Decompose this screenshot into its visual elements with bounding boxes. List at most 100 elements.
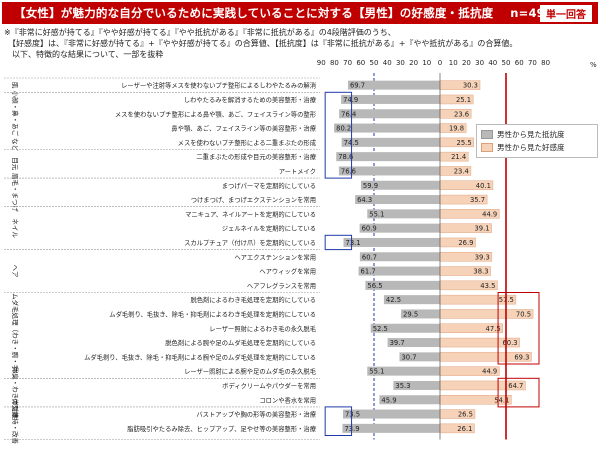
- bar-resistance: [338, 166, 440, 176]
- bar-resistance: [336, 152, 440, 162]
- category-label: レーザー照射によるわき毛の永久脱毛: [209, 324, 316, 333]
- data-label-favorability: 47.5: [486, 325, 501, 333]
- category-label: 脱色剤によるわき毛処理を定期的にしている: [190, 295, 316, 304]
- group-label: 目元: [11, 157, 19, 171]
- category-label: 二重まぶたの形成や目元の美容整形・治療: [196, 152, 316, 161]
- data-label-resistance: 76.6: [341, 167, 356, 175]
- data-label-favorability: 19.8: [449, 125, 464, 133]
- group-label: 小顔・鼻・あご など: [11, 91, 20, 152]
- data-label-resistance: 35.3: [395, 382, 410, 390]
- category-label: ヘアエクステンションを常用: [234, 252, 316, 261]
- axis-tick-label: 40: [488, 59, 497, 67]
- axis-tick-label: 30: [396, 59, 405, 67]
- data-label-favorability: 21.4: [451, 153, 466, 161]
- data-label-favorability: 23.6: [454, 110, 469, 118]
- chart-notes: ※『非常に好感が持てる』『やや好感が持てる』『やや抵抗がある』『非常に抵抗がある…: [4, 27, 596, 60]
- group-label: ムダ毛処理（わき・腕・手）: [11, 293, 20, 378]
- axis-tick-label: 10: [422, 59, 431, 67]
- chart-legend: 男性から見た抵抗度 男性から見た好感度: [476, 124, 598, 158]
- bar-resistance: [367, 209, 440, 219]
- data-label-resistance: 39.7: [390, 339, 405, 347]
- data-label-favorability: 26.9: [458, 239, 473, 247]
- data-label-resistance: 80.2: [336, 125, 351, 133]
- bar-resistance: [383, 295, 440, 305]
- category-label: まつげパーマを定期的にしている: [222, 181, 316, 190]
- bar-resistance: [367, 366, 440, 376]
- data-label-favorability: 25.5: [457, 139, 472, 147]
- group-label: ネイル: [11, 218, 19, 238]
- note-line: 以下、特徴的な結果について、一部を抜粋: [4, 50, 164, 59]
- category-label: しわやたるみを解消するための美容整形・治療: [184, 95, 317, 104]
- answer-type-badge: 単一回答: [540, 5, 592, 22]
- bar-resistance: [342, 423, 440, 433]
- group-label: ヘア: [11, 265, 19, 279]
- axis-tick-label: 0: [438, 59, 442, 67]
- axis-tick-label: 70: [528, 59, 537, 67]
- bar-resistance: [359, 252, 440, 262]
- data-label-resistance: 55.1: [369, 210, 384, 218]
- data-label-resistance: 78.6: [338, 153, 353, 161]
- bar-resistance: [360, 180, 440, 190]
- highlight-box-resistance: [324, 406, 353, 436]
- bar-resistance: [387, 338, 440, 348]
- axis-tick-label: 50: [502, 59, 511, 67]
- data-label-favorability: 25.1: [456, 96, 471, 104]
- data-label-favorability: 43.5: [480, 282, 495, 290]
- category-label: マニキュア、ネイルアートを定期的にしている: [185, 209, 316, 218]
- bar-resistance: [339, 109, 440, 119]
- data-label-favorability: 39.3: [475, 253, 490, 261]
- category-label: ムダ毛剃り、毛抜き、除毛・抑毛剤によるわき毛処理を定期的にしている: [109, 309, 316, 318]
- legend-label: 男性から見た抵抗度: [497, 130, 565, 139]
- axis-tick-label: 10: [449, 59, 458, 67]
- data-label-resistance: 45.9: [381, 396, 396, 404]
- legend-item-favorability: 男性から見た好感度: [481, 141, 593, 154]
- category-label: レーザー照射による腕や足のムダ毛の永久脱毛: [184, 367, 317, 376]
- axis-tick-label: 70: [343, 59, 352, 67]
- axis-tick-label: 80: [330, 59, 339, 67]
- bar-resistance: [343, 237, 440, 247]
- data-label-resistance: 30.7: [401, 353, 416, 361]
- axis-tick-label: 50: [370, 59, 379, 67]
- category-label: バストアップや胸の形等の美容整形・治療: [196, 410, 316, 419]
- highlight-box-resistance: [324, 234, 353, 251]
- bar-resistance: [355, 195, 440, 205]
- data-label-favorability: 40.1: [476, 182, 491, 190]
- category-label: ヘアウィッグを常用: [259, 267, 316, 276]
- bar-resistance: [379, 395, 440, 405]
- data-label-resistance: 55.1: [369, 368, 384, 376]
- category-label: アートメイク: [279, 167, 316, 175]
- note-line: 【好感度】は、『非常に好感が持てる』+『やや好感が持てる』の合算値、【抵抗度】は…: [4, 39, 518, 48]
- group-label: 体臭・わきガ対策: [11, 367, 20, 420]
- data-label-resistance: 56.5: [367, 282, 382, 290]
- data-label-favorability: 60.3: [502, 339, 517, 347]
- bar-resistance: [399, 352, 440, 362]
- legend-item-resistance: 男性から見た抵抗度: [481, 128, 593, 141]
- data-label-resistance: 60.9: [362, 225, 377, 233]
- data-label-resistance: 42.5: [386, 296, 401, 304]
- category-label: ムダ毛剃り、毛抜き、除毛・抑毛剤による腕や足のムダ毛処理を定期的にしている: [84, 352, 316, 361]
- category-label: コロンや香水を常用: [259, 395, 316, 404]
- title-bar: 【女性】が魅力的な自分でいるために実践していることに対する【男性】の好感度・抵抗…: [2, 2, 598, 24]
- category-label: 脂肪吸引やたるみ除去、ヒップアップ、足やせ等の美容整形・治療: [127, 424, 316, 433]
- data-label-favorability: 70.5: [516, 310, 531, 318]
- axis-tick-label: 20: [462, 59, 471, 67]
- data-label-resistance: 61.7: [361, 268, 376, 276]
- axis-tick-label: 30: [475, 59, 484, 67]
- axis-tick-label: 40: [383, 59, 392, 67]
- data-label-favorability: 30.3: [463, 82, 478, 90]
- category-label: 脱色剤による腕や足のムダ毛処理を定期的にしている: [165, 338, 316, 347]
- data-label-resistance: 73.5: [345, 411, 360, 419]
- data-label-resistance: 76.4: [341, 110, 356, 118]
- group-label: 肌: [11, 82, 19, 89]
- bar-resistance: [365, 280, 440, 290]
- category-label: メスを使わないプチ整形による二重まぶたの形成: [178, 138, 317, 147]
- data-label-favorability: 69.3: [514, 353, 529, 361]
- data-label-resistance: 73.1: [346, 239, 361, 247]
- bar-resistance: [358, 266, 440, 276]
- axis-tick-label: 60: [356, 59, 365, 67]
- data-label-resistance: 64.3: [357, 196, 372, 204]
- bar-resistance: [359, 223, 440, 233]
- highlight-box-resistance: [324, 91, 353, 179]
- data-label-resistance: 69.7: [350, 82, 365, 90]
- data-label-favorability: 44.9: [482, 368, 497, 376]
